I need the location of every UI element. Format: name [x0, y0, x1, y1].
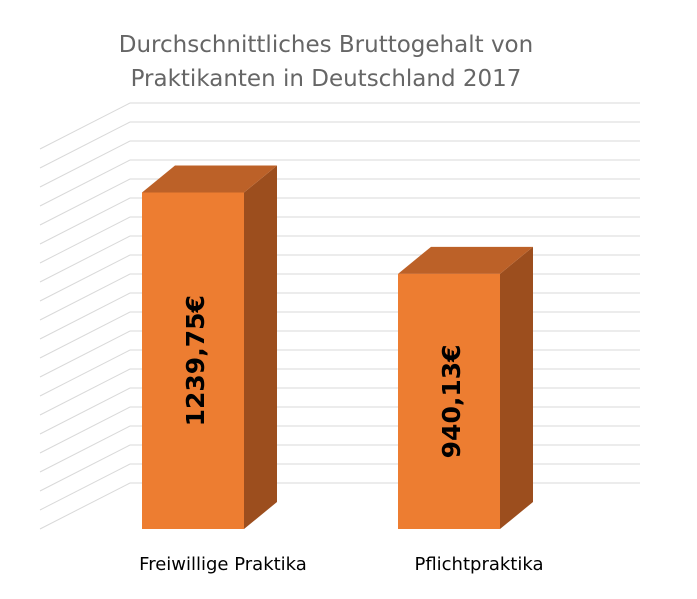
data-label: 1239,75€ — [181, 295, 210, 426]
bar-front — [142, 192, 244, 529]
side-gridline — [39, 273, 131, 321]
side-gridline — [39, 235, 131, 283]
side-gridline — [39, 178, 131, 226]
side-gridline — [39, 216, 131, 264]
side-gridline — [39, 159, 131, 207]
side-gridline — [39, 425, 131, 473]
data-label: 940,13€ — [437, 344, 466, 458]
bar — [142, 165, 277, 529]
side-gridline — [39, 330, 131, 378]
side-gridline — [39, 349, 131, 397]
chart-title-line-1: Durchschnittliches Bruttogehalt von — [119, 32, 533, 58]
category-label: Pflichtpraktika — [414, 554, 543, 575]
side-gridline — [39, 311, 131, 359]
bar — [398, 246, 533, 530]
category-label: Freiwillige Praktika — [139, 554, 307, 575]
side-gridline — [39, 197, 131, 245]
bar-front — [398, 273, 500, 529]
bar-top — [398, 246, 533, 274]
chart-title-line-2: Praktikanten in Deutschland 2017 — [131, 66, 522, 92]
gridlines — [39, 102, 640, 530]
side-gridline — [39, 292, 131, 340]
side-gridline — [39, 463, 131, 511]
side-gridline — [39, 406, 131, 454]
bars: 1239,75€ Freiwillige Praktika 940,13€ Pflic… — [139, 165, 544, 575]
bar-side — [500, 246, 533, 530]
side-gridline — [39, 368, 131, 416]
side-gridline — [39, 482, 131, 530]
side-gridline — [39, 102, 131, 150]
side-gridline — [39, 121, 131, 169]
bar-side — [244, 165, 277, 529]
bar-top — [142, 165, 277, 193]
side-gridline — [39, 444, 131, 492]
side-gridline — [39, 254, 131, 302]
side-gridline — [39, 140, 131, 188]
side-gridline — [39, 387, 131, 435]
